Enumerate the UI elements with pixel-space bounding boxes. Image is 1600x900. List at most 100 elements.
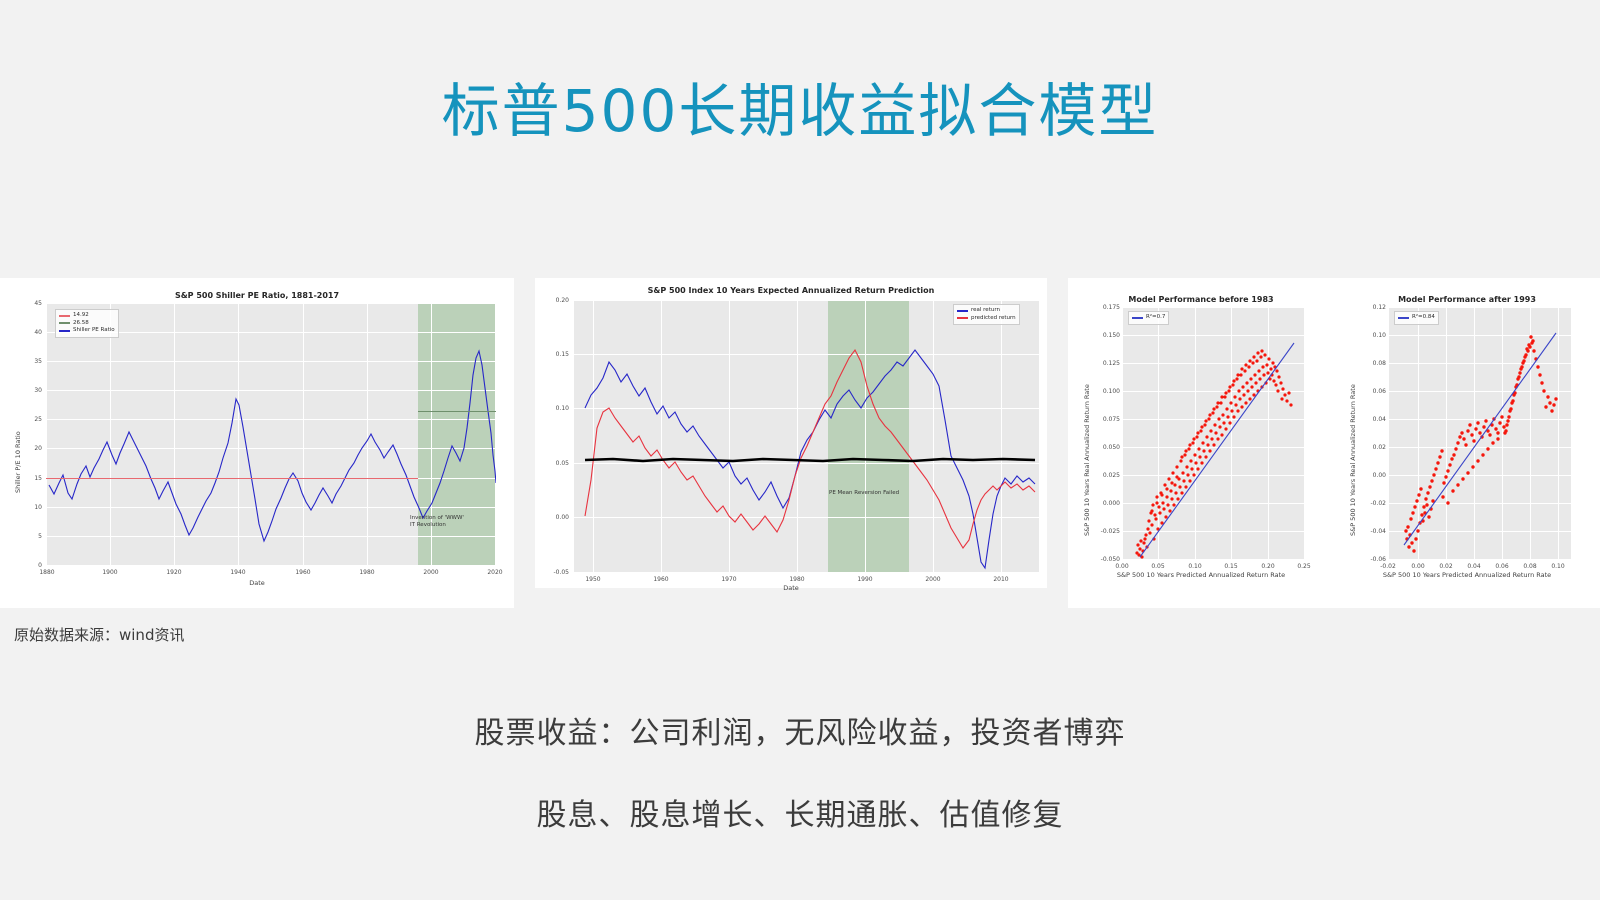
xtick-a-2: 1920: [166, 569, 182, 576]
legend-swatch-predicted-return: [957, 317, 968, 320]
ytick-c1-3: 0.025: [1102, 472, 1120, 479]
legend-label-shiller: Shiller PE Ratio: [73, 327, 115, 333]
legend-swatch-r2-after: [1398, 316, 1409, 319]
legend-label-predicted-return: predicted return: [971, 314, 1016, 321]
legend-swatch-real-return: [957, 309, 968, 312]
xtick-a-5: 1980: [359, 569, 375, 576]
legend-expected-return: real return predicted return: [953, 304, 1020, 325]
ytick-c1-9: 0.175: [1102, 304, 1120, 311]
ytick-a-6: 30: [34, 387, 42, 394]
xtick-c1-4: 0.20: [1261, 563, 1275, 570]
legend-label-r2-before: R²=0.7: [1146, 314, 1166, 320]
xtick-c1-1: 0.05: [1151, 563, 1165, 570]
ytick-b-4: 0.15: [555, 351, 569, 358]
chart-model-performance-pair: Model Performance before 1983: [1068, 278, 1600, 608]
ytick-a-0: 0: [38, 562, 42, 569]
xtick-c2-4: 0.06: [1495, 563, 1509, 570]
xtick-a-1: 1900: [102, 569, 118, 576]
ytick-c2-6: 0.06: [1372, 388, 1386, 395]
legend-label-r2-after: R²=0.84: [1412, 314, 1435, 320]
ytick-c2-3: 0.00: [1372, 472, 1386, 479]
xlabel-a: Date: [249, 579, 265, 587]
xtick-a-0: 1880: [39, 569, 55, 576]
hline-26-58: [418, 411, 496, 413]
ylabel-a: Shiller P/E 10 Ratio: [14, 431, 22, 493]
xtick-c1-3: 0.15: [1224, 563, 1238, 570]
plot-area-b: [573, 300, 1039, 572]
plot-area-c1: [1122, 307, 1305, 559]
legend-shiller-pe: 14.92 26.58 Shiller PE Ratio: [55, 309, 119, 338]
ytick-b-3: 0.10: [555, 405, 569, 412]
ytick-c2-2: -0.02: [1370, 500, 1386, 507]
ytick-c1-2: 0.000: [1102, 500, 1120, 507]
ytick-a-9: 45: [34, 300, 42, 307]
ytick-a-5: 25: [34, 416, 42, 423]
ylabel-c1: S&P 500 10 Years Real Annualized Return …: [1083, 384, 1091, 536]
xtick-a-4: 1960: [295, 569, 311, 576]
xtick-c1-0: 0.00: [1115, 563, 1129, 570]
ytick-c1-4: 0.050: [1102, 444, 1120, 451]
fit-line-before-1983: [1139, 342, 1295, 558]
annotation-www-it-revolution: Invention of 'WWW' IT Revolution: [410, 515, 464, 528]
ytick-b-5: 0.20: [555, 297, 569, 304]
xtick-a-7: 2020: [487, 569, 503, 576]
ytick-c2-9: 0.12: [1372, 304, 1386, 311]
reference-line-baseline: [584, 457, 1036, 463]
ytick-a-7: 35: [34, 358, 42, 365]
fit-line-after-1993: [1403, 332, 1557, 546]
xtick-c2-2: 0.02: [1439, 563, 1453, 570]
xtick-c2-5: 0.08: [1523, 563, 1537, 570]
figure-band: S&P 500 Shiller PE Ratio, 1881-2017: [0, 278, 1600, 608]
legend-label-real-return: real return: [971, 307, 1000, 313]
ytick-a-3: 15: [34, 475, 42, 482]
legend-model-before-1983: R²=0.7: [1128, 311, 1170, 325]
ytick-a-2: 10: [34, 504, 42, 511]
legend-label-26-58: 26.58: [73, 319, 89, 326]
chart-shiller-pe: S&P 500 Shiller PE Ratio, 1881-2017: [0, 278, 514, 608]
ytick-c1-6: 0.100: [1102, 388, 1120, 395]
ytick-a-8: 40: [34, 329, 42, 336]
xtick-c2-0: -0.02: [1380, 563, 1396, 570]
legend-swatch-26-58: [59, 322, 70, 325]
series-shiller-pe-ratio: [48, 349, 496, 543]
source-note: 原始数据来源：wind资讯: [14, 626, 185, 644]
ytick-c1-5: 0.075: [1102, 416, 1120, 423]
xtick-b-2: 1970: [721, 576, 737, 583]
xtick-b-4: 1990: [857, 576, 873, 583]
xlabel-c1: S&P 500 10 Years Predicted Annualized Re…: [1116, 571, 1286, 579]
ytick-c2-0: -0.06: [1370, 556, 1386, 563]
xtick-b-5: 2000: [925, 576, 941, 583]
scatter-points-before-1983: [1135, 349, 1293, 559]
legend-swatch-14-92: [59, 314, 70, 317]
ytick-b-0: -0.05: [553, 569, 569, 576]
xtick-a-6: 2000: [423, 569, 439, 576]
hline-14-92: [46, 478, 418, 480]
xlabel-b: Date: [783, 584, 799, 592]
xtick-b-3: 1980: [789, 576, 805, 583]
ytick-c2-4: 0.02: [1372, 444, 1386, 451]
xlabel-c2: S&P 500 10 Years Predicted Annualized Re…: [1382, 571, 1552, 579]
xtick-c2-3: 0.04: [1467, 563, 1481, 570]
chart-shiller-pe-title: S&P 500 Shiller PE Ratio, 1881-2017: [174, 291, 340, 300]
legend-model-after-1993: R²=0.84: [1394, 311, 1439, 325]
ytick-b-1: 0.00: [555, 514, 569, 521]
xtick-b-6: 2010: [993, 576, 1009, 583]
ytick-b-2: 0.05: [555, 460, 569, 467]
shaded-region-mean-reversion-failed: [828, 300, 909, 572]
ytick-c2-1: -0.04: [1370, 528, 1386, 535]
bullet-line-2: 股息、股息增长、长期通胀、估值修复: [536, 798, 1064, 833]
ylabel-c2: S&P 500 10 Years Real Annualized Return …: [1349, 384, 1357, 536]
ytick-a-1: 5: [38, 533, 42, 540]
xtick-c2-6: 0.10: [1551, 563, 1565, 570]
chart-expected-return-title: S&P 500 Index 10 Years Expected Annualiz…: [647, 286, 935, 295]
chart-model-before-1983-title: Model Performance before 1983: [1128, 295, 1274, 304]
xtick-c1-2: 0.10: [1188, 563, 1202, 570]
ytick-c1-0: -0.050: [1100, 556, 1120, 563]
xtick-b-0: 1950: [585, 576, 601, 583]
legend-label-14-92: 14.92: [73, 312, 89, 318]
ytick-c2-7: 0.08: [1372, 360, 1386, 367]
annotation-pe-mean-reversion-failed: PE Mean Reversion Failed: [829, 490, 900, 496]
ytick-c2-8: 0.10: [1372, 332, 1386, 339]
chart-expected-return: S&P 500 Index 10 Years Expected Annualiz…: [535, 278, 1047, 592]
